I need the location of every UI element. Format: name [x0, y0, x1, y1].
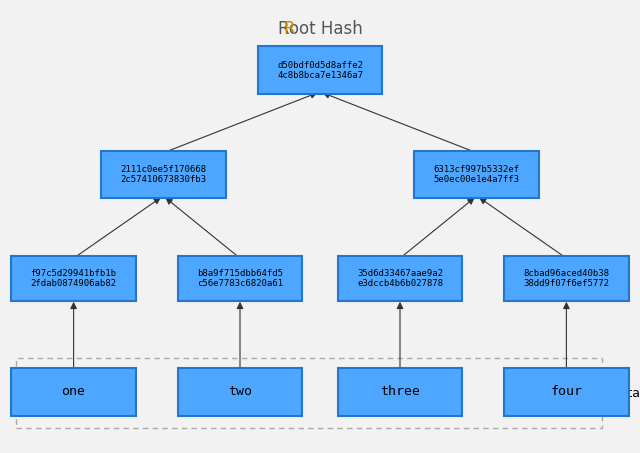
- FancyBboxPatch shape: [257, 47, 383, 94]
- FancyBboxPatch shape: [177, 256, 302, 301]
- Text: four: four: [550, 386, 582, 398]
- Text: 35d6d33467aae9a2
e3dccb4b6b027878: 35d6d33467aae9a2 e3dccb4b6b027878: [357, 269, 443, 288]
- Text: two: two: [228, 386, 252, 398]
- Text: b8a9f715dbb64fd5
c56e7783c6820a61: b8a9f715dbb64fd5 c56e7783c6820a61: [197, 269, 283, 288]
- FancyBboxPatch shape: [504, 256, 628, 301]
- Text: Data: Data: [611, 387, 640, 400]
- Text: 2111c0ee5f170668
2c57410673830fb3: 2111c0ee5f170668 2c57410673830fb3: [120, 165, 206, 184]
- FancyBboxPatch shape: [338, 256, 462, 301]
- FancyBboxPatch shape: [338, 368, 462, 416]
- FancyBboxPatch shape: [415, 150, 540, 198]
- FancyBboxPatch shape: [101, 150, 226, 198]
- Text: d50bdf0d5d8affe2
4c8b8bca7e1346a7: d50bdf0d5d8affe2 4c8b8bca7e1346a7: [277, 61, 363, 80]
- FancyBboxPatch shape: [12, 368, 136, 416]
- FancyBboxPatch shape: [504, 368, 628, 416]
- Text: Root Hash: Root Hash: [278, 20, 362, 39]
- FancyBboxPatch shape: [12, 256, 136, 301]
- Text: f97c5d29941bfb1b
2fdab0874906ab82: f97c5d29941bfb1b 2fdab0874906ab82: [31, 269, 116, 288]
- Text: 8cbad96aced40b38
38dd9f07f6ef5772: 8cbad96aced40b38 38dd9f07f6ef5772: [524, 269, 609, 288]
- Text: R: R: [284, 20, 295, 39]
- Text: one: one: [61, 386, 86, 398]
- Text: three: three: [380, 386, 420, 398]
- FancyBboxPatch shape: [177, 368, 302, 416]
- Text: 6313cf997b5332ef
5e0ec00e1e4a7ff3: 6313cf997b5332ef 5e0ec00e1e4a7ff3: [434, 165, 520, 184]
